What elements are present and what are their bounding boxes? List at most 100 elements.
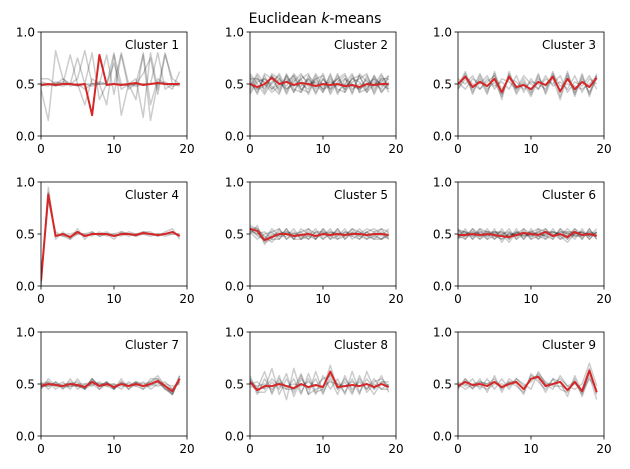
subplot-cluster-3: 0 10 20 0.0 0.5 1.0 Cluster 3: [433, 26, 612, 157]
x-tick-label: 0: [454, 442, 462, 456]
y-tick-label: 1.0: [433, 26, 452, 40]
x-tick-label: 20: [596, 142, 611, 156]
cluster-label: Cluster 4: [125, 188, 179, 202]
member-series-line: [250, 72, 390, 96]
member-series-line: [250, 228, 390, 240]
subplot-grid: 0 10 20 0.0 0.5 1.0 Cluster 1 0 10 20 0.0 0.5 1.0 Clu…: [16, 26, 612, 457]
x-tick-label: 0: [37, 142, 45, 156]
y-tick-label: 1.0: [225, 326, 244, 340]
x-tick-label: 20: [596, 442, 611, 456]
y-tick-label: 0.0: [16, 430, 35, 444]
centroid-series-line: [458, 230, 597, 239]
title-italic-k: k: [321, 11, 330, 27]
x-tick-label: 0: [37, 442, 45, 456]
centroid-series-line: [458, 369, 598, 393]
y-tick-label: 0.5: [16, 378, 35, 392]
y-tick-label: 0.5: [16, 78, 35, 92]
member-series-line: [250, 374, 389, 390]
y-tick-label: 1.0: [16, 326, 35, 340]
centroid-series-line: [41, 53, 180, 117]
y-tick-label: 0.5: [433, 78, 452, 92]
cluster-label: Cluster 6: [542, 188, 596, 202]
member-series-line: [250, 72, 389, 94]
y-tick-label: 0.5: [225, 78, 244, 92]
y-tick-label: 0.0: [16, 130, 35, 144]
cluster-label: Cluster 1: [125, 38, 179, 52]
y-tick-label: 0.5: [433, 378, 452, 392]
series-group: [250, 224, 390, 246]
x-tick-label: 10: [106, 442, 121, 456]
series-group: [458, 70, 598, 101]
y-tick-label: 0.5: [16, 228, 35, 242]
x-tick-label: 20: [179, 442, 194, 456]
x-tick-label: 20: [596, 292, 611, 306]
x-tick-label: 20: [179, 292, 194, 306]
x-tick-label: 10: [315, 142, 330, 156]
title-prefix: Euclidean: [249, 11, 322, 27]
centroid-series-line: [250, 76, 389, 89]
member-series-line: [458, 362, 598, 390]
y-tick-label: 0.5: [225, 228, 244, 242]
centroid-series-line: [458, 75, 598, 94]
cluster-label: Cluster 3: [542, 38, 596, 52]
member-series-line: [250, 224, 390, 246]
member-series-line: [458, 74, 598, 94]
cluster-label: Cluster 7: [125, 338, 179, 352]
x-tick-label: 10: [315, 292, 330, 306]
x-tick-label: 10: [106, 142, 121, 156]
cluster-label: Cluster 2: [334, 38, 388, 52]
member-series-line: [458, 228, 598, 240]
member-series-line: [250, 72, 390, 96]
y-tick-label: 0.0: [225, 430, 244, 444]
y-tick-label: 0.0: [16, 280, 35, 294]
x-tick-label: 10: [523, 142, 538, 156]
y-tick-label: 1.0: [16, 26, 35, 40]
y-tick-label: 1.0: [225, 26, 244, 40]
member-series-line: [458, 229, 598, 240]
subplot-cluster-9: 0 10 20 0.0 0.5 1.0 Cluster 9: [433, 326, 612, 457]
cluster-label: Cluster 9: [542, 338, 596, 352]
series-group: [250, 72, 390, 96]
y-tick-label: 0.0: [433, 130, 452, 144]
member-series-line: [41, 375, 181, 394]
y-tick-label: 0.0: [225, 130, 244, 144]
y-tick-label: 1.0: [225, 176, 244, 190]
x-tick-label: 10: [106, 292, 121, 306]
series-group: [41, 186, 181, 286]
subplot-cluster-7: 0 10 20 0.0 0.5 1.0 Cluster 7: [16, 326, 195, 457]
y-tick-label: 0.0: [433, 430, 452, 444]
x-tick-label: 20: [388, 442, 403, 456]
member-series-line: [250, 367, 390, 396]
x-tick-label: 20: [388, 292, 403, 306]
series-group: [458, 362, 598, 400]
figure-title: Euclidean k-means: [249, 11, 382, 27]
cluster-label: Cluster 5: [334, 188, 388, 202]
cluster-label: Cluster 8: [334, 338, 388, 352]
x-tick-label: 0: [37, 292, 45, 306]
y-tick-label: 1.0: [433, 326, 452, 340]
member-series-line: [41, 54, 181, 106]
member-series-line: [250, 227, 389, 240]
member-series-line: [250, 364, 390, 396]
subplot-cluster-2: 0 10 20 0.0 0.5 1.0 Cluster 2: [225, 26, 404, 157]
subplot-cluster-6: 0 10 20 0.0 0.5 1.0 Cluster 6: [433, 176, 612, 307]
series-group: [41, 49, 181, 122]
member-series-line: [250, 228, 390, 240]
centroid-series-line: [250, 370, 390, 392]
subplot-cluster-8: 0 10 20 0.0 0.5 1.0 Cluster 8: [225, 326, 404, 457]
x-tick-label: 0: [454, 292, 462, 306]
x-tick-label: 10: [523, 292, 538, 306]
centroid-series-line: [41, 193, 181, 281]
x-tick-label: 10: [315, 442, 330, 456]
x-tick-label: 0: [246, 292, 254, 306]
series-group: [41, 374, 181, 396]
member-series-line: [458, 72, 598, 101]
subplot-cluster-1: 0 10 20 0.0 0.5 1.0 Cluster 1: [16, 26, 195, 157]
x-tick-label: 20: [388, 142, 403, 156]
title-suffix: -means: [329, 11, 381, 27]
subplot-cluster-4: 0 10 20 0.0 0.5 1.0 Cluster 4: [16, 176, 195, 307]
subplot-cluster-5: 0 10 20 0.0 0.5 1.0 Cluster 5: [225, 176, 404, 307]
x-tick-label: 20: [179, 142, 194, 156]
x-tick-label: 0: [454, 142, 462, 156]
